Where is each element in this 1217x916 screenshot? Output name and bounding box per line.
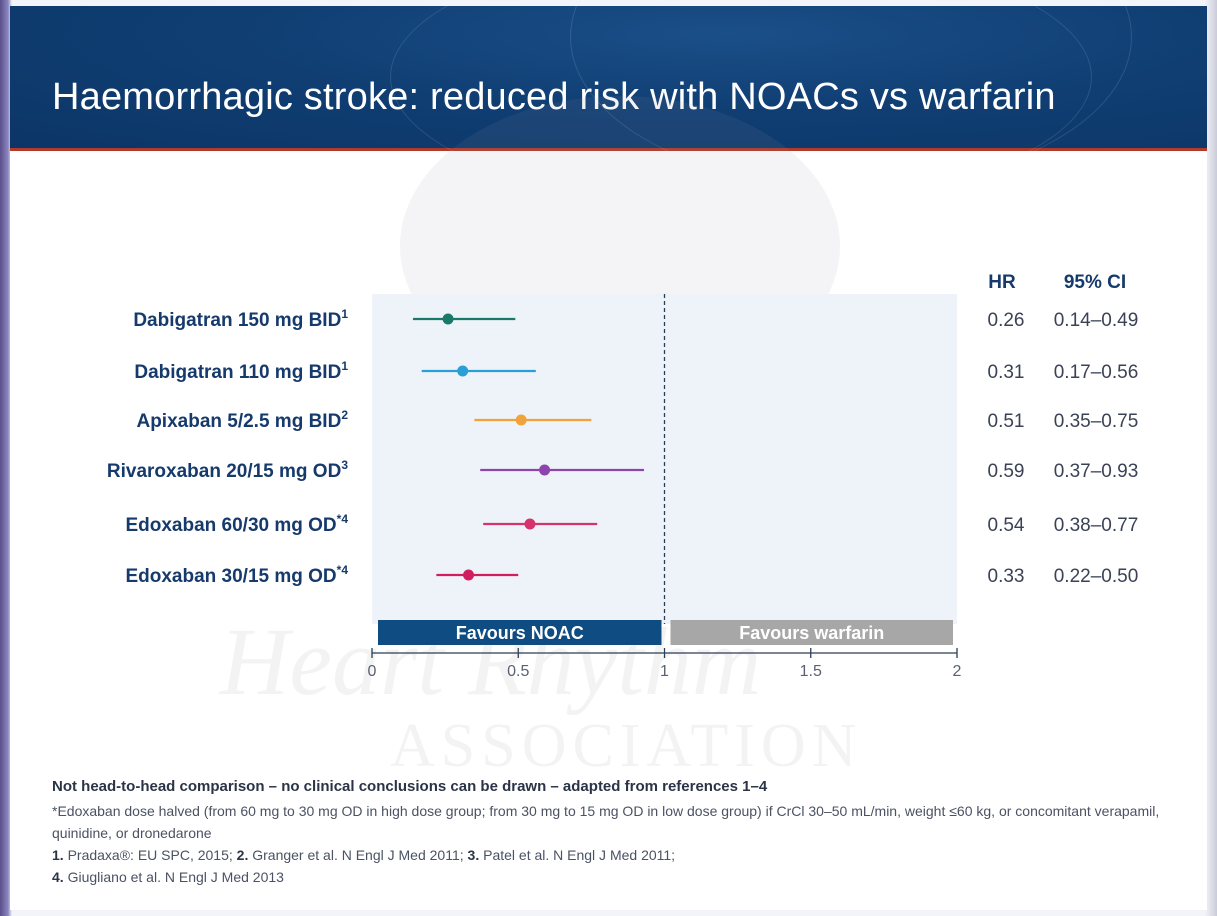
hr-point	[524, 518, 536, 530]
favours-warfarin-label: Favours warfarin	[739, 623, 884, 643]
x-tick-label: 0.5	[507, 663, 529, 680]
slide-title: Haemorrhagic stroke: reduced risk with N…	[52, 76, 1056, 118]
favours-noac-bar	[378, 620, 662, 645]
hr-value: 0.51	[988, 411, 1025, 432]
row-label-text: Rivaroxaban 20/15 mg OD	[107, 461, 341, 482]
ci-value: 0.22–0.50	[1054, 566, 1139, 587]
x-tick-label: 1	[660, 663, 669, 680]
row-label: Edoxaban 30/15 mg OD*4	[125, 563, 348, 587]
ref1-number: 1.	[52, 847, 64, 863]
row-label: Apixaban 5/2.5 mg BID2	[136, 408, 348, 432]
row-label-superscript: 2	[341, 408, 348, 422]
ref2-text: Granger et al. N Engl J Med 2011;	[248, 847, 468, 863]
row-label-text: Edoxaban 30/15 mg OD	[125, 566, 336, 587]
ref2-number: 2.	[236, 847, 249, 863]
ci-value: 0.35–0.75	[1054, 411, 1139, 432]
ci-value: 0.38–0.77	[1054, 515, 1139, 536]
slide: Haemorrhagic stroke: reduced risk with N…	[10, 6, 1207, 910]
ref3-number: 3.	[467, 847, 480, 863]
x-tick-label: 1.5	[800, 663, 822, 680]
ref3-text: Patel et al. N Engl J Med 2011;	[479, 847, 676, 863]
ci-value: 0.17–0.56	[1054, 362, 1139, 383]
slide-header: Haemorrhagic stroke: reduced risk with N…	[10, 6, 1207, 208]
ref4-number: 4.	[52, 869, 64, 885]
hr-column-header: HR	[988, 272, 1016, 293]
watermark-association: ASSOCIATION	[390, 712, 863, 780]
favours-warfarin-bar	[670, 620, 953, 645]
hr-value: 0.31	[988, 362, 1025, 383]
row-label: Rivaroxaban 20/15 mg OD3	[107, 458, 348, 482]
row-label-text: Edoxaban 60/30 mg OD	[125, 515, 336, 536]
row-label-superscript: 1	[341, 307, 348, 321]
ci-value: 0.14–0.49	[1054, 310, 1139, 331]
ci-value: 0.37–0.93	[1054, 461, 1139, 482]
row-label: Edoxaban 60/30 mg OD*4	[125, 512, 348, 536]
row-label-superscript: 1	[341, 359, 348, 373]
favours-noac-label: Favours NOAC	[456, 623, 584, 643]
hr-point	[442, 313, 454, 325]
hr-point	[457, 365, 469, 377]
row-label-superscript: *4	[337, 512, 349, 526]
hr-value: 0.26	[988, 310, 1025, 331]
x-tick-label: 0	[368, 663, 377, 680]
hr-point	[463, 569, 475, 581]
hr-point	[515, 414, 527, 426]
ci-column-header: 95% CI	[1064, 272, 1126, 293]
footnote-edoxaban: *Edoxaban dose halved (from 60 mg to 30 …	[52, 803, 1160, 841]
footnote-headline: Not head-to-head comparison – no clinica…	[52, 778, 768, 795]
hr-value: 0.59	[988, 461, 1025, 482]
hr-value: 0.54	[988, 515, 1025, 536]
ref4-text: Giugliano et al. N Engl J Med 2013	[63, 869, 284, 885]
hr-value: 0.33	[988, 566, 1025, 587]
row-label-superscript: 3	[341, 458, 348, 472]
row-label-text: Dabigatran 110 mg BID	[134, 362, 341, 383]
footnote-references-line1: 1. Pradaxa®: EU SPC, 2015; 2. Granger et…	[52, 844, 1172, 866]
row-label-text: Apixaban 5/2.5 mg BID	[136, 411, 341, 432]
row-label: Dabigatran 150 mg BID1	[133, 307, 348, 331]
x-tick-label: 2	[953, 663, 962, 680]
footnotes: Not head-to-head comparison – no clinica…	[52, 778, 1172, 888]
hr-point	[539, 464, 551, 476]
ref1-text: Pradaxa®: EU SPC, 2015;	[63, 847, 237, 863]
row-label-superscript: *4	[337, 563, 349, 577]
row-label-text: Dabigatran 150 mg BID	[133, 310, 341, 331]
row-label: Dabigatran 110 mg BID1	[134, 359, 348, 383]
footnote-references-line2: 4. Giugliano et al. N Engl J Med 2013	[52, 866, 1172, 888]
